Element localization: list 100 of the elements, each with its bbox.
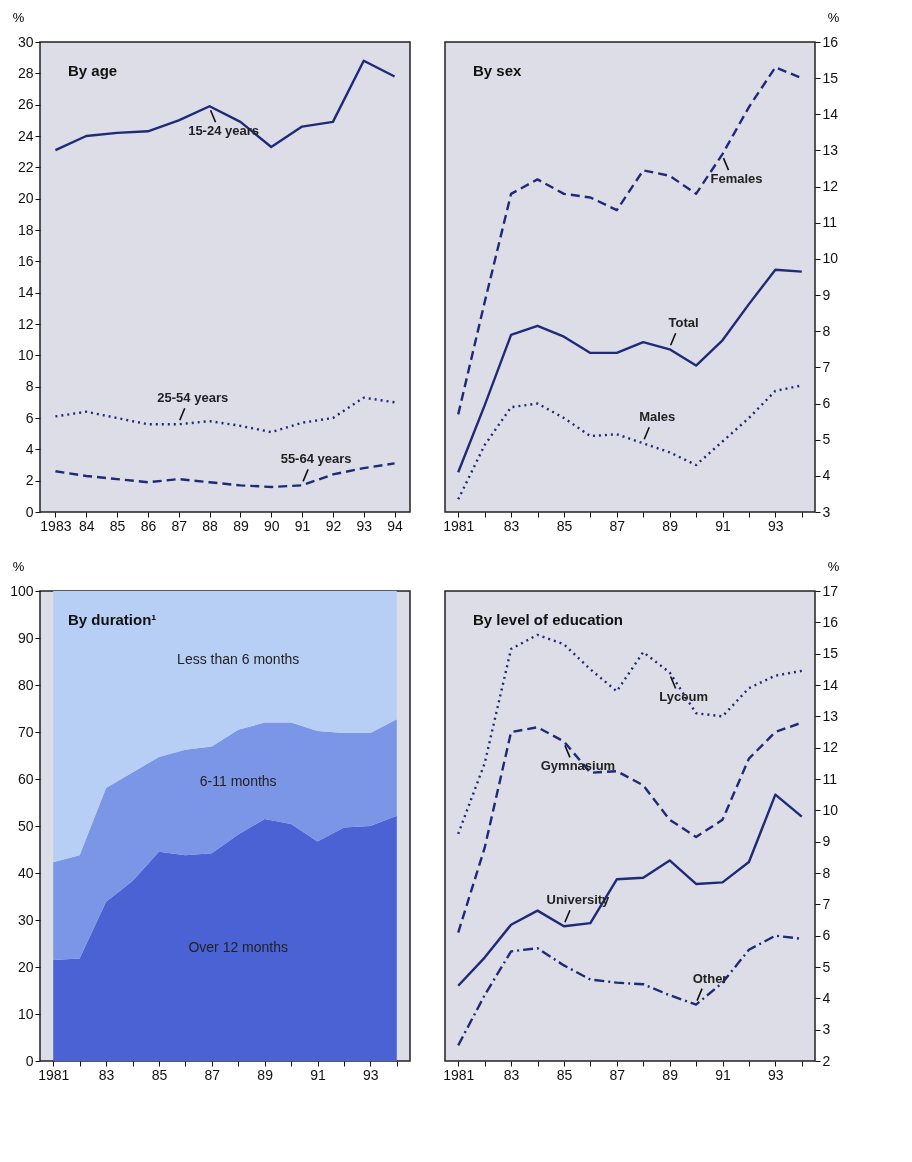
y2-tick-label: 6	[822, 395, 831, 412]
x-tick-label: 91	[715, 1066, 731, 1083]
x-tick-label: 86	[140, 517, 157, 534]
y2-tick-label: 12	[822, 739, 839, 756]
series-label: Males	[639, 409, 676, 425]
y2-tick-label: 15	[822, 645, 839, 662]
text: By sex	[473, 62, 523, 79]
x-tick-label: 93	[363, 1066, 379, 1083]
y2-tick-label: 16	[822, 33, 839, 50]
y-tick-label: 10	[17, 1005, 34, 1022]
y2-tick-label: 14	[822, 105, 839, 122]
x-tick-label: 87	[609, 1066, 626, 1083]
y2-tick-label: 3	[822, 503, 831, 520]
y2-tick-label: 13	[822, 707, 839, 724]
y-tick-label: 18	[17, 221, 34, 238]
x-tick-label: 87	[204, 1066, 221, 1083]
series-label: Lyceum	[659, 689, 708, 705]
y2-tick-label: 5	[822, 958, 831, 975]
x-tick-label: 1981	[38, 1066, 70, 1083]
x-tick-label: 91	[294, 517, 311, 534]
x-tick-label: 91	[310, 1066, 326, 1083]
y-tick-label: 90	[17, 629, 34, 646]
y-tick-label: 80	[17, 676, 34, 693]
text: By duration¹	[68, 611, 157, 628]
y-tick-label: 24	[17, 127, 34, 144]
y-tick-label: 0	[25, 1052, 34, 1069]
y2-tick-label: 8	[822, 864, 831, 881]
y-tick-label: 8	[25, 378, 34, 395]
y2-tick-label: 5	[822, 431, 831, 448]
y2-tick-label: 17	[822, 582, 839, 599]
line-series	[54, 59, 396, 152]
x-tick-label: 93	[768, 1066, 784, 1083]
x-tick-label: 1981	[443, 517, 475, 534]
y2-tick-label: 7	[822, 358, 831, 375]
y2-tick-label: 8	[822, 322, 831, 339]
x-tick-label: 87	[609, 517, 626, 534]
y2-tick-label: 11	[822, 770, 838, 787]
y-tick-label: 2	[25, 472, 34, 489]
x-tick-label: 84	[78, 517, 95, 534]
x-tick-label: 89	[233, 517, 249, 534]
y2-tick-label: 12	[822, 178, 839, 195]
y2-tick-label: 6	[822, 927, 831, 944]
x-tick-label: 93	[356, 517, 373, 534]
y-tick-label: 70	[17, 723, 34, 740]
series-label: 25-54 years	[157, 390, 229, 406]
y-axis-title: %	[12, 558, 25, 574]
y2-tick-label: 10	[822, 801, 839, 818]
x-tick-label: 85	[556, 517, 573, 534]
x-tick-label: 83	[503, 1066, 520, 1083]
x-tick-label: 85	[556, 1066, 573, 1083]
x-tick-label: 85	[151, 1066, 168, 1083]
series-label: 6-11 months	[199, 773, 277, 790]
line-series	[457, 793, 803, 987]
x-tick-label: 93	[768, 517, 784, 534]
series-label: Total	[668, 315, 699, 331]
y2-tick-label: 11	[822, 214, 838, 231]
x-tick-label: 89	[257, 1066, 274, 1083]
line-series	[457, 268, 803, 474]
line-series	[457, 633, 803, 836]
y-tick-label: 28	[17, 64, 34, 81]
y-tick-label: 0	[25, 503, 34, 520]
x-tick-label: 83	[98, 1066, 115, 1083]
x-tick-label: 94	[387, 517, 404, 534]
series-label: Over 12 months	[188, 938, 289, 955]
y2-axis-title: %	[827, 558, 840, 574]
y2-tick-label: 2	[822, 1052, 831, 1069]
y-tick-label: 30	[17, 33, 34, 50]
y2-tick-label: 4	[822, 467, 831, 484]
y2-tick-label: 9	[822, 286, 831, 303]
x-tick-label: 92	[325, 517, 342, 534]
x-tick-label: 87	[171, 517, 188, 534]
text: By age	[68, 62, 118, 79]
y-tick-label: 14	[17, 284, 34, 301]
y-tick-label: 22	[17, 158, 34, 175]
y-tick-label: 16	[17, 252, 34, 269]
y-tick-label: 20	[17, 958, 34, 975]
y-tick-label: 100	[10, 582, 34, 599]
y-tick-label: 4	[25, 440, 34, 457]
y2-tick-label: 14	[822, 676, 839, 693]
y-tick-label: 60	[17, 770, 34, 787]
y2-tick-label: 9	[822, 833, 831, 850]
y-tick-label: 10	[17, 346, 34, 363]
x-tick-label: 1983	[40, 517, 72, 534]
y-tick-label: 12	[17, 315, 34, 332]
y-tick-label: 6	[25, 409, 34, 426]
y2-axis-title: %	[827, 9, 840, 25]
x-tick-label: 89	[662, 1066, 679, 1083]
y2-tick-label: 7	[822, 895, 831, 912]
x-tick-label: 83	[503, 517, 520, 534]
x-tick-label: 1981	[443, 1066, 475, 1083]
y-axis-title: %	[12, 9, 25, 25]
y2-tick-label: 3	[822, 1021, 831, 1038]
x-tick-label: 90	[263, 517, 280, 534]
x-tick-label: 85	[109, 517, 126, 534]
y2-tick-label: 4	[822, 989, 831, 1006]
series-label: Gymnasium	[540, 758, 616, 774]
x-tick-label: 89	[662, 517, 679, 534]
y2-tick-label: 13	[822, 141, 839, 158]
y-tick-label: 26	[17, 96, 34, 113]
series-label: 55-64 years	[280, 451, 352, 467]
